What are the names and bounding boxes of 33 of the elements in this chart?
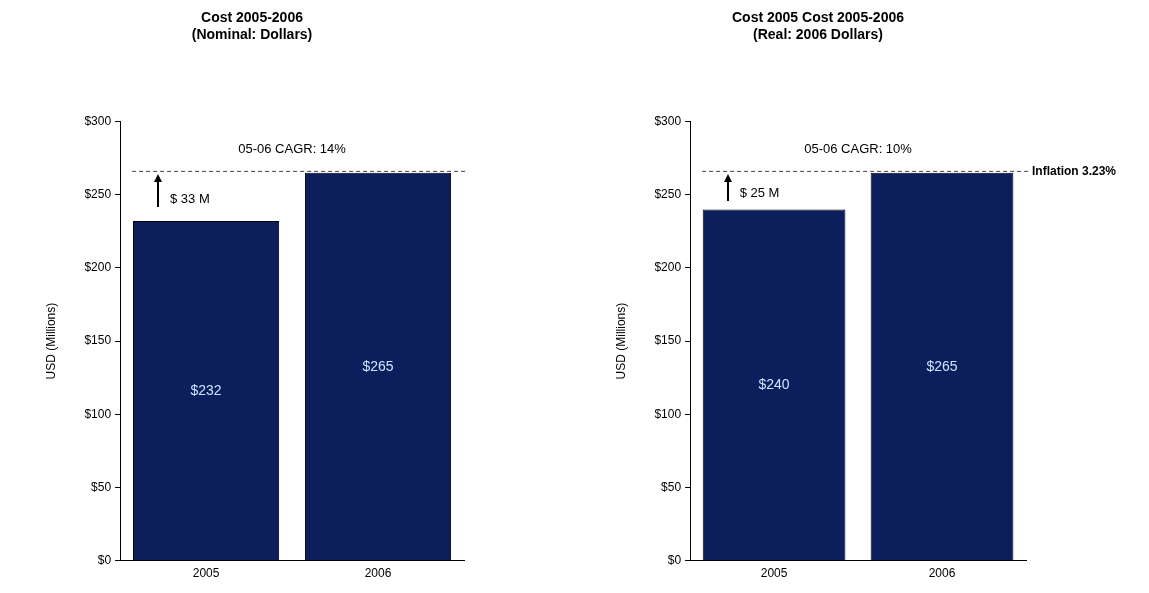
y-tick-label: $0 (97, 552, 112, 567)
y-tick-label: $300 (654, 113, 682, 128)
y-axis-title: USD (Millions) (613, 302, 628, 380)
x-tick-label: 2005 (760, 566, 788, 581)
data-label: $265 (362, 357, 394, 374)
y-tick-label: $100 (84, 406, 112, 421)
data-label: $265 (926, 357, 958, 374)
y-tick-label: $150 (84, 333, 112, 348)
y-tick-label: $50 (91, 479, 112, 494)
annotation: $ 33 M (169, 190, 210, 206)
y-tick-label: $50 (661, 479, 682, 494)
annotation: 05-06 CAGR: 10% (804, 140, 913, 156)
y-tick-label: $200 (654, 260, 682, 275)
x-tick-label: 2006 (928, 566, 956, 581)
chart-subtitle: (Real: 2006 Dollars) (753, 26, 883, 43)
chart-title: Cost 2005-2006 (201, 9, 304, 26)
y-tick-label: $100 (654, 406, 682, 421)
chart-subtitle: (Nominal: Dollars) (191, 26, 313, 43)
annotation: 05-06 CAGR: 14% (238, 140, 347, 156)
annotation: $ 25 M (739, 184, 780, 200)
y-axis-title: USD (Millions) (43, 302, 58, 380)
y-tick-label: $200 (84, 260, 112, 275)
data-label: $240 (758, 375, 790, 392)
y-tick-label: $300 (84, 113, 112, 128)
x-tick-label: 2006 (364, 566, 392, 581)
y-tick-label: $0 (667, 552, 682, 567)
y-tick-label: $150 (654, 333, 682, 348)
data-label: $232 (190, 381, 222, 398)
x-tick-label: 2005 (192, 566, 220, 581)
ref-line-label: Inflation 3.23% (1032, 163, 1117, 178)
y-tick-label: $250 (654, 187, 682, 202)
y-tick-label: $250 (84, 187, 112, 202)
chart-title: Cost 2005 Cost 2005-2006 (732, 9, 905, 26)
